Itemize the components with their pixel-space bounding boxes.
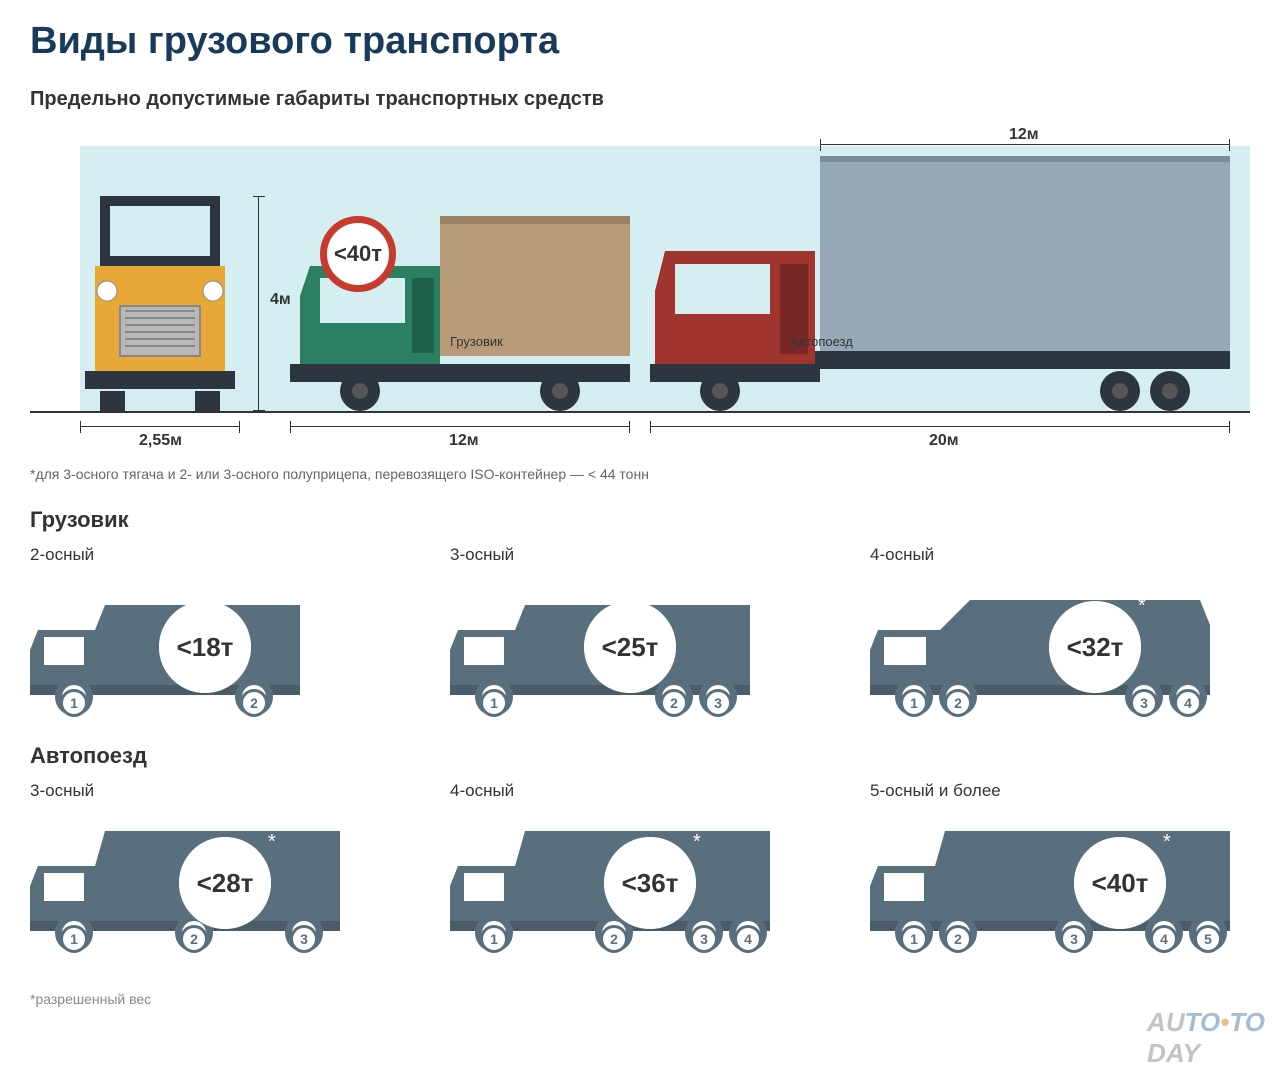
section-title: Автопоезд	[30, 743, 1250, 769]
asterisk-icon: *	[268, 831, 276, 854]
weight-sign: <40т	[320, 216, 396, 292]
subtitle: Предельно допустимые габариты транспортн…	[30, 88, 1250, 111]
wheel-number: 4	[1150, 925, 1178, 953]
dim-trailer-top-label: 12м	[1005, 126, 1043, 144]
wheel-number: 3	[290, 925, 318, 953]
asterisk-icon: *	[1138, 595, 1146, 618]
wheel-number: 5	[1194, 925, 1222, 953]
wheel-number: 2	[240, 689, 268, 717]
weight-value: <18т	[159, 601, 251, 693]
weight-value: <28т	[179, 837, 271, 929]
truck-row: 3-осный <28т*1234-осный <36т*12345-осный…	[30, 781, 1250, 961]
wheel-number: 1	[480, 925, 508, 953]
weight-value: <36т	[604, 837, 696, 929]
dim-width	[80, 426, 240, 427]
truck-card: 4-осный <36т* 1 2 34	[450, 781, 810, 961]
axle-label: 3-осный	[30, 781, 390, 801]
bottom-note: *разрешенный вес	[30, 991, 1250, 1007]
axle-label: 5-осный и более	[870, 781, 1230, 801]
truck-silhouette: <36т* 1 2 34	[450, 811, 810, 961]
truck-card: 2-осный <18т* 1 2	[30, 545, 390, 725]
truck-silhouette: <28т* 1 2 3	[30, 811, 390, 961]
dim-width-label: 2,55м	[135, 432, 186, 450]
dim-trailer-top	[820, 144, 1230, 145]
dim-truck-length-label: 12м	[445, 432, 483, 450]
asterisk-icon: *	[248, 595, 256, 618]
ground-line	[30, 411, 1250, 413]
truck-row: 2-осный <18т*123-осный <25т*1234-осный <…	[30, 545, 1250, 725]
wheel-number: 4	[734, 925, 762, 953]
weight-sign-label: <40т	[334, 241, 382, 267]
asterisk-icon: *	[672, 595, 680, 618]
asterisk-icon: *	[693, 831, 701, 854]
weight-value: <32т	[1049, 601, 1141, 693]
wheel-number: 3	[690, 925, 718, 953]
watermark-day: DAY	[1147, 1038, 1200, 1068]
dim-height	[258, 196, 259, 411]
axle-label: 2-осный	[30, 545, 390, 565]
truck-label-semi: Автопоезд	[790, 334, 853, 349]
truck-silhouette: <32т* 12 34	[870, 575, 1230, 725]
truck-silhouette: <18т* 1 2	[30, 575, 390, 725]
asterisk-icon: *	[1163, 831, 1171, 854]
truck-card: 3-осный <28т* 1 2 3	[30, 781, 390, 961]
wheel-number: 1	[900, 689, 928, 717]
wheel-number: 4	[1174, 689, 1202, 717]
wheel-number: 3	[1130, 689, 1158, 717]
wheel-number: 1	[900, 925, 928, 953]
wheel-number: 1	[60, 689, 88, 717]
watermark-au: AU	[1147, 1007, 1185, 1037]
axle-label: 4-осный	[870, 545, 1230, 565]
wheel-number: 2	[600, 925, 628, 953]
watermark-to2: TO	[1229, 1007, 1265, 1037]
wheel-number: 1	[60, 925, 88, 953]
truck-label-green: Грузовик	[450, 334, 503, 349]
footnote: *для 3-осного тягача и 2- или 3-осного п…	[30, 466, 1250, 482]
dim-semi-length	[650, 426, 1230, 427]
truck-semi-red	[650, 146, 1230, 411]
wheel-number: 3	[1060, 925, 1088, 953]
wheel-number: 2	[180, 925, 208, 953]
weight-value: <25т	[584, 601, 676, 693]
dim-truck-length	[290, 426, 630, 427]
dim-semi-length-label: 20м	[925, 432, 963, 450]
truck-card: 5-осный и более <40т* 12 3 45	[870, 781, 1230, 961]
wheel-number: 2	[944, 689, 972, 717]
watermark-to1: TO	[1185, 1007, 1221, 1037]
truck-silhouette: <25т* 1 23	[450, 575, 810, 725]
axle-label: 3-осный	[450, 545, 810, 565]
dimensions-diagram: 12м 4м	[30, 126, 1250, 456]
watermark-dot: •	[1220, 1007, 1229, 1037]
truck-front-view	[85, 196, 235, 411]
main-title: Виды грузового транспорта	[30, 20, 1250, 63]
truck-card: 3-осный <25т* 1 23	[450, 545, 810, 725]
watermark: AUTO•TODAY	[1147, 1007, 1265, 1069]
truck-card: 4-осный <32т* 12 34	[870, 545, 1230, 725]
wheel-number: 2	[660, 689, 688, 717]
section-title: Грузовик	[30, 507, 1250, 533]
wheel-number: 2	[944, 925, 972, 953]
wheel-number: 3	[704, 689, 732, 717]
truck-silhouette: <40т* 12 3 45	[870, 811, 1230, 961]
weight-value: <40т	[1074, 837, 1166, 929]
wheel-number: 1	[480, 689, 508, 717]
axle-label: 4-осный	[450, 781, 810, 801]
